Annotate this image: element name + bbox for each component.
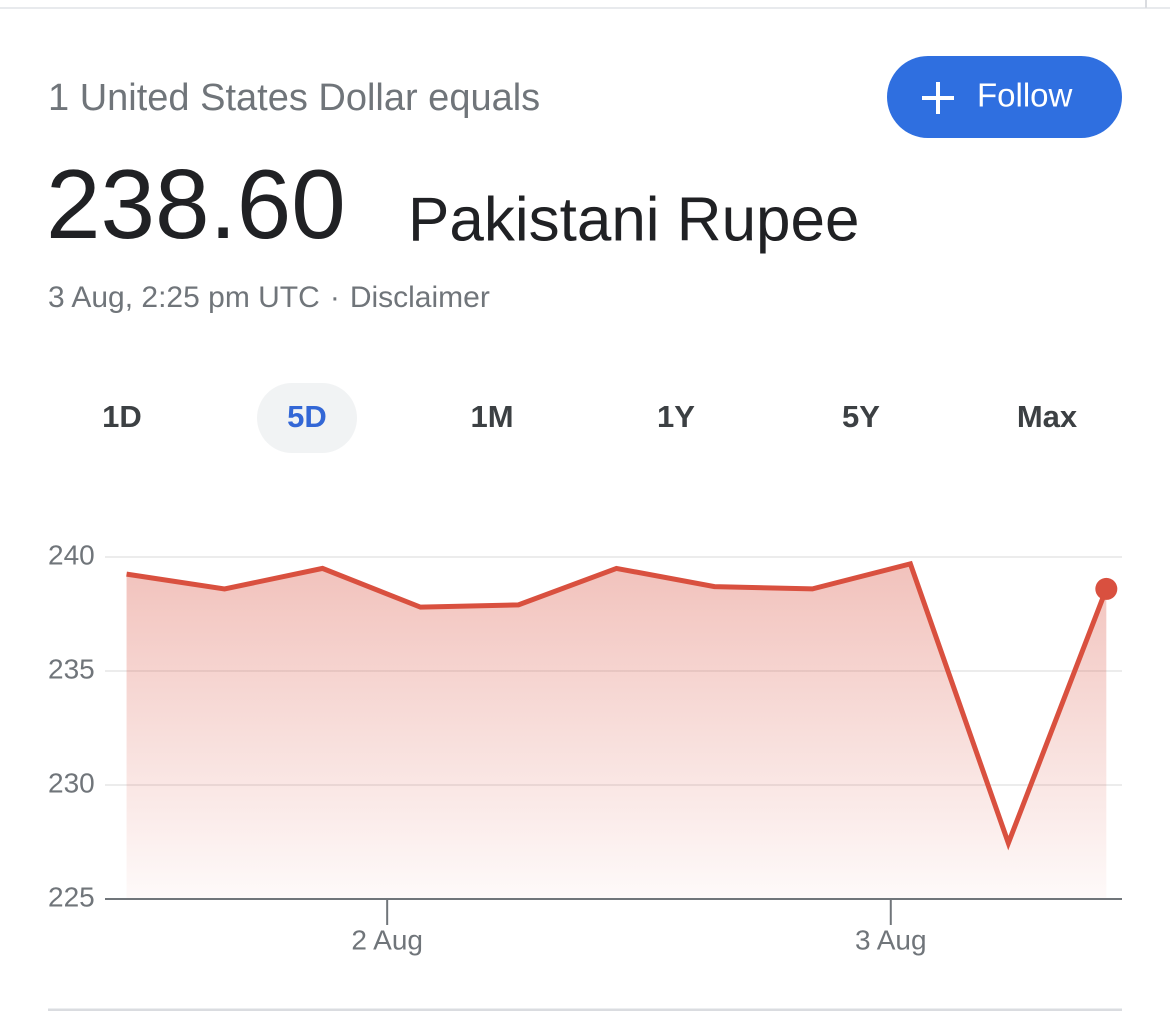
range-tab[interactable]: Max xyxy=(1017,399,1078,434)
plus-icon[interactable] xyxy=(922,82,954,114)
line xyxy=(126,560,1109,851)
timestamp: 3 Aug, 2:25 pm UTC xyxy=(48,281,320,314)
y-tick-label: 235 xyxy=(48,653,95,684)
x-tick-label: 3 Aug xyxy=(855,924,927,955)
subtitle: 1 United States Dollar equals xyxy=(48,77,540,119)
follow-button-bg[interactable] xyxy=(887,56,1122,138)
meta: 3 Aug, 2:25 pm UTC · Disclaimer xyxy=(48,281,490,314)
y-tick-label: 230 xyxy=(48,767,95,798)
range-tab[interactable]: 1D xyxy=(102,399,142,434)
currency: Pakistani Rupee xyxy=(408,185,860,254)
range-tab[interactable]: 5D xyxy=(287,399,327,434)
x-tick-label: 2 Aug xyxy=(351,924,423,955)
follow-button[interactable]: Follow xyxy=(887,56,1122,138)
area xyxy=(126,563,1107,899)
follow-label[interactable]: Follow xyxy=(977,77,1073,114)
disclaimer-link[interactable]: Disclaimer xyxy=(350,281,490,314)
separator: · xyxy=(330,281,340,314)
range-tab[interactable]: 5Y xyxy=(842,399,880,434)
range-tab[interactable]: 1M xyxy=(470,399,513,434)
range-tab-selected-bg[interactable] xyxy=(257,383,357,453)
rate: 238.60 xyxy=(46,149,346,259)
current-point xyxy=(1095,577,1118,600)
y-tick-label: 225 xyxy=(48,881,95,912)
range-tab[interactable]: 1Y xyxy=(657,399,695,434)
y-tick-label: 240 xyxy=(48,539,95,570)
